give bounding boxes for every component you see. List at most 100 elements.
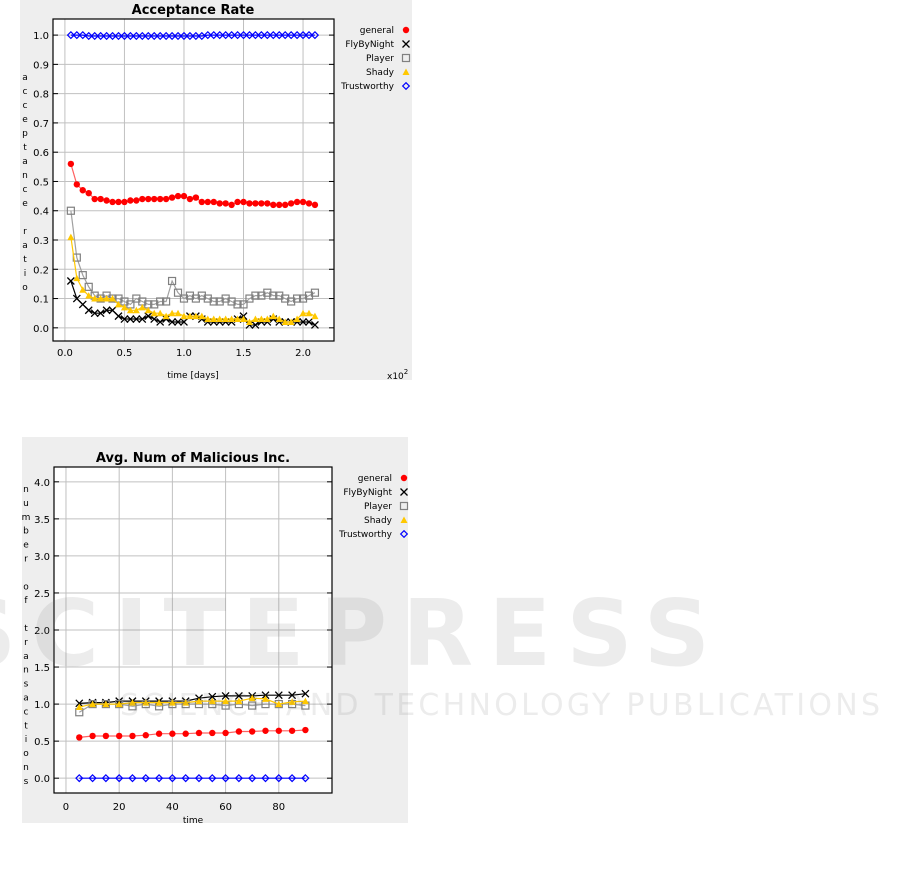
data-point bbox=[251, 30, 260, 40]
data-point bbox=[234, 691, 243, 700]
data-point bbox=[209, 30, 218, 40]
y-axis-label-letter: t bbox=[23, 255, 27, 265]
data-point bbox=[161, 31, 171, 41]
data-point bbox=[261, 695, 269, 702]
data-point bbox=[91, 195, 98, 203]
data-point bbox=[127, 197, 134, 204]
data-point bbox=[239, 300, 248, 309]
data-point bbox=[78, 271, 87, 280]
data-point bbox=[168, 309, 176, 317]
series-player bbox=[66, 206, 320, 309]
y-tick-label: 3.0 bbox=[34, 552, 50, 563]
series-line bbox=[79, 693, 306, 704]
x-tick-label: 1.5 bbox=[236, 348, 252, 359]
data-point bbox=[221, 691, 230, 700]
data-point bbox=[251, 320, 260, 329]
legend-marker bbox=[402, 68, 410, 75]
data-point bbox=[89, 732, 96, 740]
y-axis-label-letter: a bbox=[22, 73, 28, 83]
data-point bbox=[75, 699, 84, 708]
x-axis-multiplier: x102 bbox=[387, 368, 408, 382]
legend-label: general bbox=[358, 474, 392, 484]
data-point bbox=[310, 320, 319, 329]
data-point bbox=[67, 160, 75, 168]
y-axis-label-letter: a bbox=[22, 157, 28, 167]
x-tick-label: 0 bbox=[63, 802, 69, 813]
data-point bbox=[84, 282, 93, 291]
data-point bbox=[142, 699, 150, 706]
data-point bbox=[120, 303, 128, 311]
data-point bbox=[298, 30, 308, 40]
series-trustworthy bbox=[75, 774, 310, 783]
data-point bbox=[270, 201, 277, 209]
series-trustworthy bbox=[66, 30, 320, 41]
data-point bbox=[102, 732, 110, 740]
data-point bbox=[209, 729, 216, 737]
y-tick-label: 2.0 bbox=[34, 626, 50, 637]
x-tick-label: 20 bbox=[113, 802, 126, 813]
y-axis-label-letter: m bbox=[22, 513, 31, 523]
y-tick-label: 0.0 bbox=[33, 324, 49, 335]
legend-marker bbox=[402, 26, 410, 34]
data-point bbox=[263, 30, 272, 40]
y-axis-label-letter: o bbox=[23, 749, 29, 759]
data-point bbox=[120, 31, 129, 41]
chart-1: 0.0 0.1 0.2 0.3 0.4 0.5 0.6 0.7 0.8 0.9 1.0 0.0 0.5 1… bbox=[20, 0, 412, 382]
data-point bbox=[301, 774, 310, 783]
data-point bbox=[275, 315, 283, 323]
data-point bbox=[269, 30, 278, 40]
y-axis-label-letter: a bbox=[23, 694, 29, 704]
y-tick-label: 1.0 bbox=[33, 31, 49, 42]
y-axis-label-letter: s bbox=[24, 777, 29, 787]
data-point bbox=[174, 309, 182, 317]
data-point bbox=[138, 315, 147, 324]
y-axis-label-letter: e bbox=[23, 541, 29, 551]
data-point bbox=[66, 277, 75, 285]
data-point bbox=[258, 200, 265, 207]
y-axis-label-letter: i bbox=[24, 269, 27, 279]
data-point bbox=[269, 291, 278, 300]
data-point bbox=[84, 306, 93, 315]
data-point bbox=[299, 318, 308, 326]
data-point bbox=[245, 318, 253, 325]
data-point bbox=[150, 315, 159, 324]
data-point bbox=[109, 295, 117, 302]
legend-label: general bbox=[360, 26, 394, 36]
data-point bbox=[167, 31, 177, 41]
data-point bbox=[156, 297, 165, 306]
data-point bbox=[181, 774, 190, 783]
data-point bbox=[192, 194, 200, 201]
data-point bbox=[139, 195, 146, 203]
series-general bbox=[67, 160, 319, 209]
data-point bbox=[246, 200, 253, 207]
y-tick-label: 1.0 bbox=[34, 700, 50, 711]
y-axis-label-letter: t bbox=[24, 721, 28, 731]
data-point bbox=[248, 694, 256, 702]
data-point bbox=[114, 300, 122, 308]
data-point bbox=[191, 31, 201, 41]
data-point bbox=[102, 31, 111, 41]
legend-marker bbox=[399, 501, 409, 511]
data-point bbox=[293, 198, 301, 206]
data-point bbox=[305, 318, 313, 326]
y-tick-label: 0.5 bbox=[33, 177, 49, 188]
y-axis-label-letter: n bbox=[22, 171, 28, 181]
data-point bbox=[85, 189, 92, 197]
data-point bbox=[144, 31, 153, 41]
data-point bbox=[288, 727, 296, 734]
series-general bbox=[76, 726, 309, 741]
plot-area bbox=[53, 19, 334, 341]
plot-frame bbox=[53, 466, 333, 794]
data-point bbox=[198, 312, 206, 320]
data-point bbox=[145, 195, 152, 203]
legend-marker bbox=[400, 488, 408, 496]
data-point bbox=[227, 30, 236, 40]
data-point bbox=[76, 734, 83, 741]
data-point bbox=[167, 276, 177, 286]
legend-label: Trustworthy bbox=[338, 530, 393, 540]
data-point bbox=[222, 697, 230, 705]
legend-label: Trustworthy bbox=[340, 82, 395, 92]
data-point bbox=[204, 315, 212, 323]
